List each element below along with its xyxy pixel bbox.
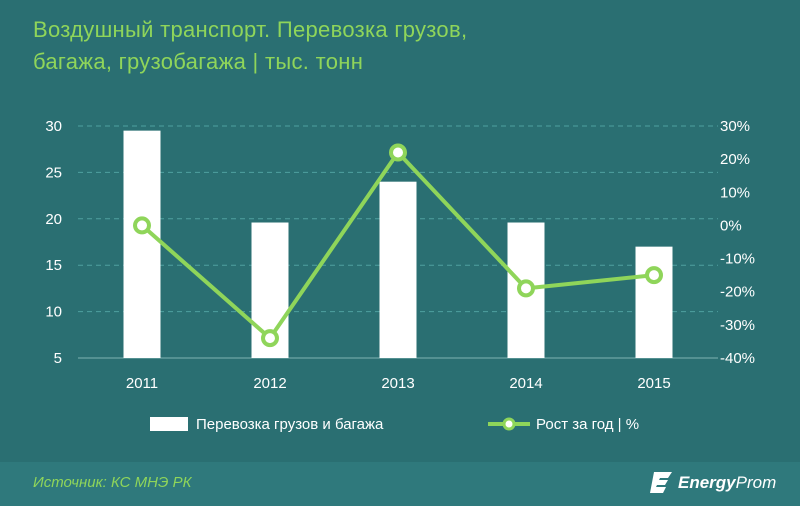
x-tick-label: 2013 — [381, 375, 414, 392]
growth-point — [645, 266, 663, 285]
energyprom-logo-icon — [650, 472, 672, 493]
legend-line-swatch — [488, 417, 530, 431]
legend-item-line: Рост за год | % — [488, 412, 639, 436]
legend-bar-swatch — [150, 417, 188, 431]
x-tick-label: 2012 — [253, 375, 286, 392]
y-left-tick-label: 25 — [45, 164, 62, 181]
y-right-tick-label: -30% — [720, 317, 755, 334]
logo-text-light: Prom — [735, 473, 777, 492]
logo-text-bold: Energy — [678, 473, 736, 492]
y-right-tick-label: 0% — [720, 217, 742, 234]
legend-item-bars: Перевозка грузов и багажа — [150, 412, 383, 436]
legend-bar-label: Перевозка грузов и багажа — [196, 415, 384, 433]
growth-point — [261, 329, 279, 348]
source-note: Источник: КС МНЭ РК — [33, 474, 192, 491]
growth-point — [133, 216, 151, 235]
legend-line-label: Рост за год | % — [536, 415, 640, 433]
footer-bar — [0, 462, 800, 506]
bar — [635, 246, 673, 358]
chart-title-line-1: Воздушный транспорт. Перевозка грузов, — [33, 17, 468, 42]
y-left-tick-label: 20 — [45, 211, 62, 228]
y-left-tick-label: 5 — [54, 350, 62, 367]
y-right-tick-label: -20% — [720, 284, 755, 301]
y-right-tick-label: 20% — [720, 151, 750, 168]
y-left-tick-label: 30 — [45, 118, 62, 135]
chart-plot: 5 10 15 20 25 30 -40% -30% -20% -10% 0% 10% 20% 30% 20… — [45, 118, 755, 392]
x-tick-label: 2014 — [509, 375, 542, 392]
chart-title-line-2: багажа, грузобагажа | тыс. тонн — [33, 49, 364, 74]
y-left-tick-label: 10 — [45, 304, 62, 321]
bar — [379, 181, 417, 358]
growth-point — [389, 143, 407, 162]
growth-point — [517, 279, 535, 298]
x-tick-label: 2011 — [126, 375, 158, 392]
y-right-tick-label: 30% — [720, 118, 750, 135]
y-right-tick-label: 10% — [720, 184, 750, 201]
y-right-tick-label: -40% — [720, 350, 755, 367]
bar — [123, 130, 161, 358]
y-right-tick-label: -10% — [720, 251, 755, 268]
y-left-tick-label: 15 — [45, 257, 62, 274]
chart-title: Воздушный транспорт. Перевозка грузов, б… — [33, 14, 633, 78]
logo-text: EnergyProm — [678, 473, 776, 493]
brand-logo: EnergyProm — [650, 466, 790, 500]
x-tick-label: 2015 — [637, 375, 670, 392]
